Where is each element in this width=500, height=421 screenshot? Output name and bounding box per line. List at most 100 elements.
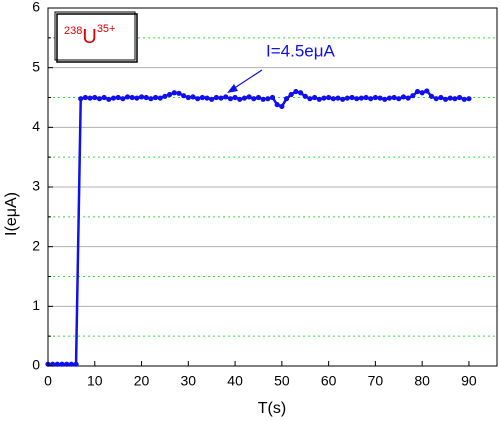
data-point [297,90,304,96]
y-tick-label: 0 [32,357,40,373]
data-point [340,96,346,102]
label-box-shadow [56,13,138,63]
data-point [181,93,187,99]
data-point [241,95,248,101]
data-point [391,94,397,101]
data-point [260,96,266,102]
y-tick-label: 1 [32,297,40,313]
element-symbol: U [82,26,96,48]
data-point [368,96,374,102]
data-point [251,96,257,102]
data-point [171,90,177,96]
data-point [414,88,421,95]
data-point [405,95,411,101]
data-point [59,361,65,367]
data-point [330,96,336,102]
data-point [265,96,271,102]
data-point [316,96,322,102]
data-point [162,93,168,99]
y-tick-label: 3 [32,178,40,194]
charge-state: 35+ [97,23,116,35]
data-point [185,94,191,101]
data-point [96,96,103,102]
x-tick-label: 70 [368,373,384,389]
data-point [209,96,215,102]
data-point [101,94,107,101]
data-point [442,96,449,102]
y-axis-label: I(eμA) [3,192,20,236]
data-point [204,95,210,101]
data-point [428,93,435,99]
data-point [274,102,280,108]
data-point [377,95,383,101]
data-point [438,94,444,101]
x-tick-label: 20 [134,373,150,389]
data-point [213,94,219,101]
data-point [447,95,453,101]
data-point [386,95,393,101]
data-point [410,93,416,99]
data-point [349,94,355,101]
x-tick-label: 30 [181,373,197,389]
data-point [307,96,313,102]
data-point [138,94,145,100]
y-tick-label: 4 [32,118,40,134]
data-point [157,95,163,101]
label-box-text: 238U35+ [64,23,115,48]
arrow-head [227,84,238,93]
data-point [148,96,154,102]
data-point [279,103,285,110]
data-point [134,95,140,101]
data-point [419,90,425,96]
data-point [218,95,224,101]
x-tick-label: 0 [44,373,52,389]
data-point [68,361,74,367]
data-point [237,96,243,102]
y-tick-label: 2 [32,237,40,253]
data-point [199,94,205,101]
data-point [456,94,463,101]
annotation: I=4.5eμA [266,41,336,60]
data-point [246,94,252,100]
data-point [396,96,402,102]
y-tick-label: 5 [32,58,40,74]
x-tick-label: 80 [414,373,430,389]
data-point [288,91,294,98]
x-tick-label: 90 [461,373,477,389]
label-box [54,11,136,61]
data-point [232,94,238,101]
data-point [293,88,299,95]
data-point [54,361,60,367]
data-point [326,94,332,101]
annotation-arrow [232,69,263,90]
data-point [87,95,93,101]
data-point [190,94,196,100]
data-point [466,96,472,102]
data-point [120,96,126,102]
data-point [195,96,201,102]
data-point [152,94,159,101]
data-point [354,96,360,102]
data-point [143,94,149,101]
data-point [176,90,182,96]
data-point [92,94,98,101]
data-point [167,91,173,98]
x-axis-label: T(s) [258,400,286,417]
data-point [335,95,341,101]
data-point [321,95,327,101]
data-point [302,93,308,99]
data-point [344,95,350,101]
data-point [223,94,229,100]
data-point [311,94,318,101]
data-point [283,96,290,102]
x-tick-label: 10 [87,373,103,389]
data-point [372,94,378,101]
data-point [433,96,439,102]
x-tick-label: 50 [274,373,290,389]
y-tick-label: 6 [32,0,40,15]
data-point [424,88,430,94]
data-point [64,361,70,367]
data-line [48,89,470,366]
data-point [255,94,262,101]
